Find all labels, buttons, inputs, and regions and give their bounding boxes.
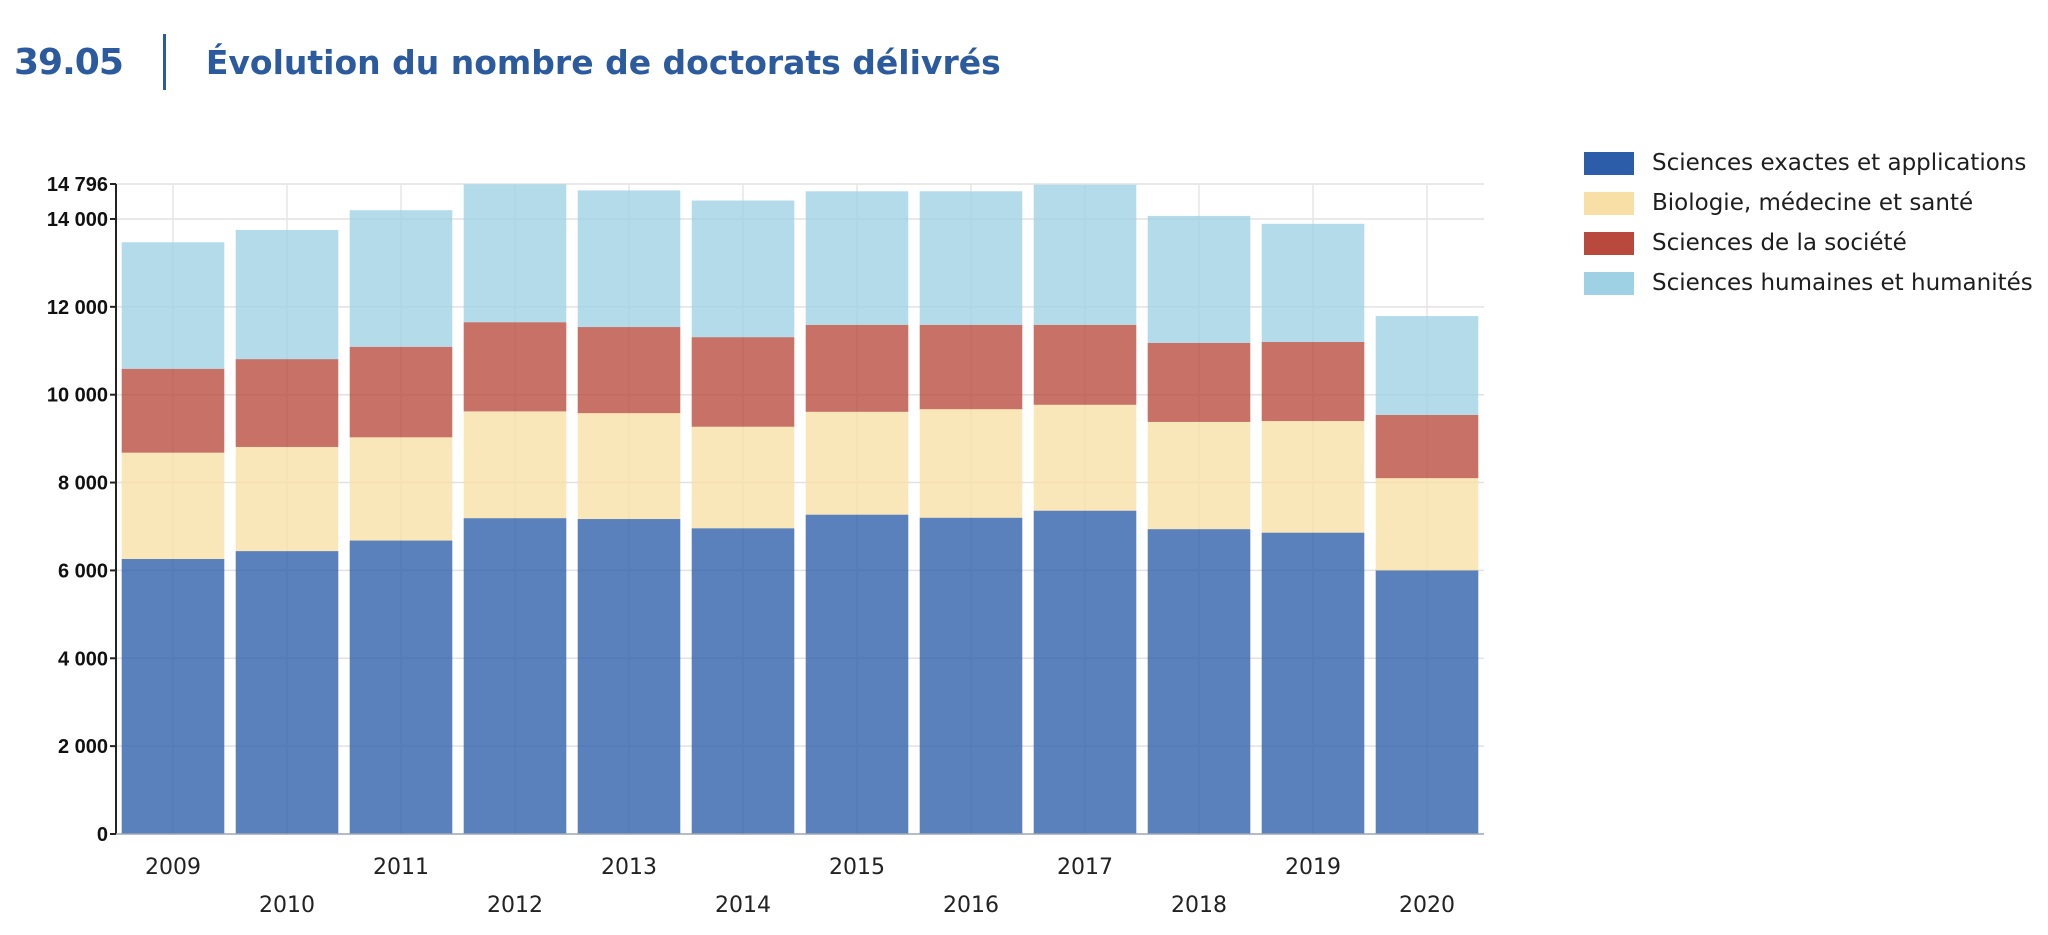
legend-swatch <box>1584 191 1634 215</box>
y-axis-ticks: 0 2 000 4 000 6 000 8 000 10 000 12 000 14 000 1… <box>47 174 116 846</box>
bar-segment <box>1261 223 1365 342</box>
bar-segment <box>121 558 225 834</box>
legend-item[interactable]: Sciences humaines et humanités <box>1584 263 2033 303</box>
bar-segment <box>577 519 681 834</box>
bar-segment <box>805 324 909 412</box>
legend-item[interactable]: Sciences exactes et applications <box>1584 143 2033 183</box>
y-tick-label: 14 796 <box>47 174 108 196</box>
x-tick-label: 2012 <box>487 893 543 918</box>
bar-segment <box>1033 510 1137 834</box>
x-tick-label: 2017 <box>1057 855 1113 880</box>
bar-segment <box>349 437 453 541</box>
bar-segment <box>919 191 1023 325</box>
x-tick-label: 2019 <box>1285 855 1341 880</box>
bar-segment <box>1375 478 1479 571</box>
x-tick-label: 2011 <box>373 855 429 880</box>
figure-number: 39.05 <box>14 41 124 83</box>
legend-item[interactable]: Biologie, médecine et santé <box>1584 183 2033 223</box>
bar-segment <box>349 540 453 834</box>
y-tick-label: 0 <box>97 824 108 846</box>
bar-segment <box>463 411 567 519</box>
x-tick-label: 2018 <box>1171 893 1227 918</box>
bar-segment <box>1033 324 1137 405</box>
legend-label: Sciences de la société <box>1652 230 1907 256</box>
y-tick-label: 2 000 <box>58 736 108 758</box>
figure-header: 39.05 Évolution du nombre de doctorats d… <box>14 32 1001 92</box>
x-tick-label: 2020 <box>1399 893 1455 918</box>
y-tick-label: 4 000 <box>58 648 108 670</box>
y-tick-label: 10 000 <box>47 385 108 407</box>
x-tick-label: 2013 <box>601 855 657 880</box>
bar-segment <box>691 337 795 427</box>
bar-segment <box>463 518 567 834</box>
bar-segment <box>1147 421 1251 530</box>
legend-swatch <box>1584 151 1634 175</box>
x-tick-label: 2015 <box>829 855 885 880</box>
bar-segment <box>919 517 1023 834</box>
bar-segment <box>1375 414 1479 479</box>
bar-segment <box>235 359 339 447</box>
legend-item[interactable]: Sciences de la société <box>1584 223 2033 263</box>
x-axis-ticks: 2009 2010 2011 2012 2013 2014 2015 2016 2017 2018… <box>145 855 1455 918</box>
legend-label: Sciences humaines et humanités <box>1652 270 2033 296</box>
bar-segment <box>919 324 1023 410</box>
bar-segment <box>235 446 339 552</box>
bar-segment <box>919 409 1023 518</box>
bars <box>121 184 1479 834</box>
bar-segment <box>691 200 795 338</box>
bar-segment <box>463 322 567 412</box>
legend-label: Sciences exactes et applications <box>1652 150 2027 176</box>
stacked-bar-chart: 0 2 000 4 000 6 000 8 000 10 000 12 000 14 000 1… <box>47 174 1484 918</box>
x-tick-label: 2009 <box>145 855 201 880</box>
bar-segment <box>121 368 225 453</box>
bar-segment <box>691 528 795 834</box>
axes <box>115 184 1484 835</box>
bar-segment <box>349 210 453 347</box>
bar-segment <box>805 191 909 325</box>
bar-segment <box>691 426 795 529</box>
x-tick-label: 2016 <box>943 893 999 918</box>
x-tick-label: 2010 <box>259 893 315 918</box>
bar-segment <box>463 184 567 323</box>
x-tick-label: 2014 <box>715 893 771 918</box>
bar-segment <box>235 551 339 834</box>
bar-segment <box>577 413 681 520</box>
bar-segment <box>1033 404 1137 511</box>
legend-swatch <box>1584 271 1634 295</box>
legend-label: Biologie, médecine et santé <box>1652 190 1974 216</box>
chart-legend: Sciences exactes et applications Biologi… <box>1584 143 2033 303</box>
bar-segment <box>805 411 909 515</box>
bar-segment <box>121 242 225 369</box>
header-divider <box>162 34 166 90</box>
y-tick-label: 8 000 <box>58 473 108 495</box>
bar-segment <box>577 327 681 414</box>
y-tick-label: 14 000 <box>47 209 108 231</box>
bar-segment <box>577 190 681 328</box>
bar-segment <box>235 229 339 360</box>
y-tick-label: 12 000 <box>47 297 108 319</box>
y-tick-label: 6 000 <box>58 560 108 582</box>
bar-segment <box>1147 529 1251 834</box>
bar-segment <box>1261 421 1365 533</box>
bar-segment <box>1375 316 1479 415</box>
bar-segment <box>1375 570 1479 834</box>
bar-segment <box>1147 342 1251 422</box>
bar-segment <box>121 452 225 559</box>
bar-segment <box>1261 532 1365 834</box>
bar-segment <box>1147 215 1251 343</box>
figure-title: Évolution du nombre de doctorats délivré… <box>205 42 1001 82</box>
bar-segment <box>349 346 453 438</box>
bar-segment <box>1261 341 1365 422</box>
bar-segment <box>1033 184 1137 325</box>
legend-swatch <box>1584 231 1634 255</box>
bar-segment <box>805 514 909 834</box>
